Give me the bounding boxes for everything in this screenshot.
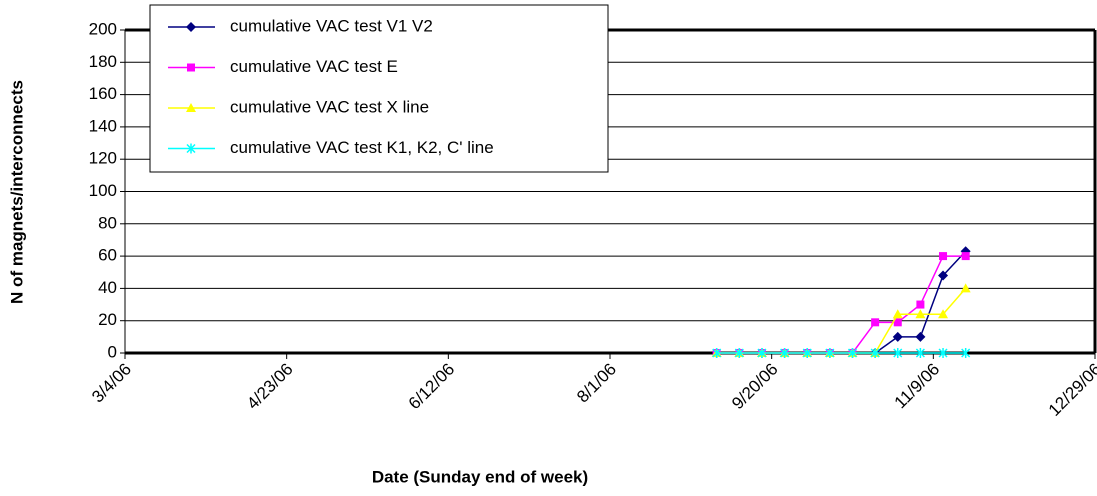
- marker: [893, 348, 903, 358]
- legend-label: cumulative VAC test V1 V2: [230, 16, 433, 35]
- legend-marker: [186, 103, 196, 112]
- marker: [915, 309, 926, 319]
- marker: [892, 309, 903, 319]
- y-tick-label: 120: [89, 149, 117, 168]
- y-tick-label: 100: [89, 181, 117, 200]
- y-tick-label: 180: [89, 52, 117, 71]
- marker: [915, 331, 926, 342]
- x-tick-label: 4/23/06: [243, 360, 297, 414]
- y-tick-label: 140: [89, 116, 117, 135]
- marker: [892, 331, 903, 342]
- x-axis-title: Date (Sunday end of week): [372, 467, 588, 486]
- y-tick-label: 20: [98, 310, 117, 329]
- legend-marker: [186, 22, 196, 32]
- y-tick-label: 60: [98, 246, 117, 265]
- marker: [870, 348, 880, 358]
- marker: [802, 348, 812, 358]
- marker: [847, 348, 858, 358]
- y-tick-label: 200: [89, 19, 117, 38]
- marker: [938, 309, 949, 319]
- marker: [961, 348, 971, 358]
- legend-marker: [186, 143, 196, 154]
- series-line: [716, 250, 967, 354]
- legend-marker: [187, 63, 195, 72]
- x-tick-label: 11/9/06: [891, 360, 944, 413]
- marker: [871, 318, 880, 327]
- legend-label: cumulative VAC test E: [230, 57, 398, 76]
- marker: [938, 270, 949, 281]
- x-tick-label: 6/12/06: [405, 360, 459, 414]
- x-tick-label: 3/4/06: [88, 360, 135, 407]
- marker: [916, 300, 925, 309]
- marker: [938, 348, 948, 358]
- marker: [915, 348, 925, 358]
- legend-label: cumulative VAC test X line: [230, 97, 429, 116]
- legend-box: [149, 4, 609, 173]
- y-tick-label: 160: [89, 84, 117, 103]
- x-tick-label: 9/20/06: [728, 360, 782, 414]
- marker: [939, 252, 948, 261]
- legend-label: cumulative VAC test K1, K2, C' line: [230, 138, 494, 157]
- marker: [825, 348, 835, 358]
- marker: [960, 283, 971, 293]
- marker: [893, 318, 902, 327]
- marker: [961, 252, 970, 261]
- series-line: [716, 255, 966, 354]
- marker: [712, 348, 722, 358]
- y-tick-label: 0: [108, 342, 117, 361]
- y-axis-title: N of magnets/interconnects: [7, 80, 26, 304]
- marker: [734, 348, 744, 358]
- x-tick-label: 8/1/06: [573, 360, 620, 407]
- y-tick-label: 80: [98, 213, 117, 232]
- legend: cumulative VAC test V1 V2 cumulative VAC …: [149, 4, 609, 173]
- marker: [780, 348, 790, 358]
- marker: [757, 348, 767, 358]
- x-tick-label: 12/29/06: [1045, 360, 1097, 420]
- y-tick-label: 40: [98, 278, 117, 297]
